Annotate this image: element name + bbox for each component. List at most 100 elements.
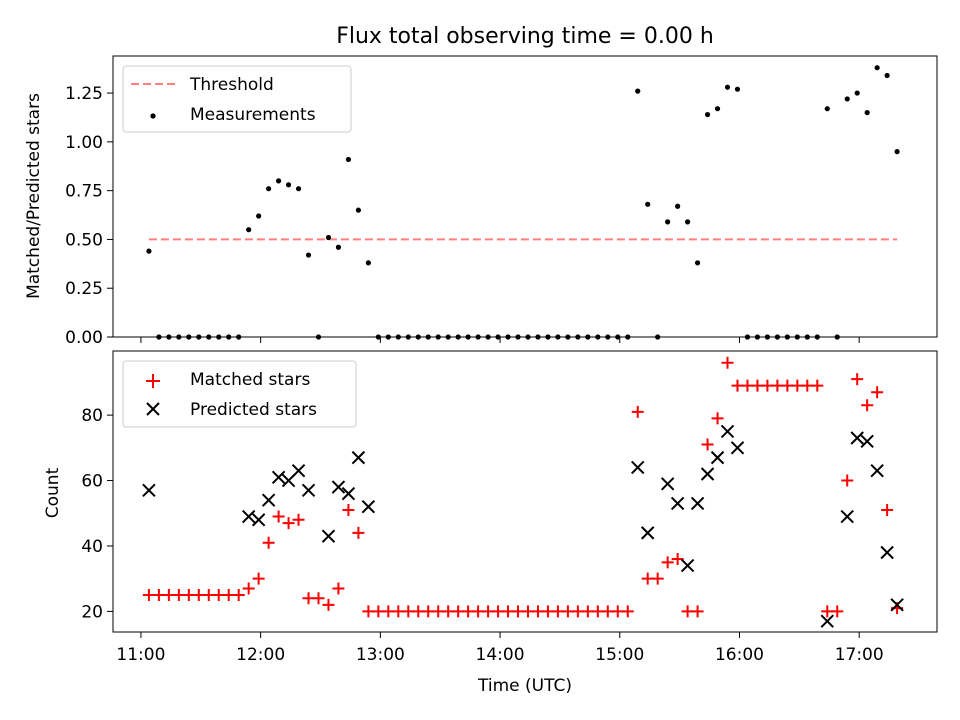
predicted-star-point	[860, 434, 874, 448]
bottom-legend-box	[122, 360, 357, 428]
y-tick-label: 0.00	[65, 328, 103, 348]
measurements-legend-label: Measurements	[190, 105, 316, 125]
bottom-legend: Matched stars Predicted stars	[122, 360, 357, 428]
predicted-star-point	[640, 526, 655, 540]
matched-star-point	[851, 373, 864, 386]
measurement-point	[345, 156, 352, 163]
measurements-legend-swatch	[150, 113, 156, 119]
x-tick-label: 16:00	[715, 645, 764, 665]
x-tick-label: 14:00	[476, 645, 525, 665]
predicted-star-point	[142, 483, 156, 498]
matched-star-point	[651, 572, 664, 585]
x-axis-label: Time (UTC)	[477, 676, 572, 696]
matched-star-point	[811, 379, 824, 392]
measurement-point	[365, 260, 371, 266]
y-tick-label: 1.00	[65, 133, 103, 153]
predicted-star-point	[301, 483, 316, 498]
predicted-star-point	[331, 480, 346, 494]
measurement-point	[266, 186, 272, 192]
predicted-star-point	[241, 509, 256, 524]
measurement-point	[645, 201, 651, 207]
threshold-legend-label: Threshold	[189, 75, 274, 95]
y-tick-label: 40	[81, 537, 103, 557]
predicted-star-point	[291, 464, 306, 478]
measurement-point	[734, 86, 741, 92]
matched-star-point	[232, 589, 245, 602]
x-tick-label: 12:00	[236, 645, 285, 665]
top-plot-frame	[112, 55, 938, 338]
measurement-point	[146, 248, 152, 254]
predicted-star-point	[690, 496, 705, 511]
top-y-axis-label: Matched/Predicted stars	[24, 93, 44, 299]
y-tick-label: 20	[81, 602, 103, 622]
series-measurements	[146, 65, 900, 340]
predicted-star-point	[660, 477, 675, 491]
predicted-star-point	[870, 464, 884, 478]
predicted-star-point	[890, 598, 904, 612]
measurement-point	[714, 106, 721, 112]
measurement-point	[325, 234, 332, 241]
y-tick-label: 80	[81, 406, 103, 426]
predicted-star-point	[321, 529, 336, 543]
top-legend: Threshold Measurements	[122, 65, 352, 133]
predicted-star-point	[850, 431, 864, 445]
predicted-star-point	[720, 424, 735, 439]
matched-star-point	[691, 605, 704, 618]
measurement-point	[694, 260, 701, 266]
matched-star-point	[312, 592, 325, 605]
matched-star-point	[831, 605, 844, 618]
measurement-point	[246, 227, 252, 233]
predicted-star-point	[730, 441, 745, 455]
matched-star-point	[242, 582, 255, 595]
y-tick-label: 60	[81, 472, 103, 492]
measurement-point	[824, 106, 830, 112]
x-tick-label: 11:00	[116, 645, 165, 665]
predicted-star-point	[700, 467, 715, 481]
chart-title: Flux total observing time = 0.00 h	[336, 24, 714, 49]
predicted-star-point	[680, 558, 695, 573]
bottom-y-ticks: 20 40 60 80	[81, 406, 113, 622]
bottom-marks	[142, 356, 904, 628]
measurement-point	[256, 213, 262, 219]
predicted-star-point	[351, 450, 366, 465]
matched-star-point	[342, 503, 355, 516]
top-marks	[146, 65, 900, 340]
measurement-point	[874, 65, 880, 71]
matched-star-point	[861, 399, 874, 412]
matched-star-point	[881, 503, 894, 516]
top-x-ticks	[140, 337, 860, 343]
matched-star-point	[841, 474, 854, 487]
bottom-plot-frame	[112, 350, 938, 633]
matched-star-point	[352, 526, 365, 539]
matched-star-point	[671, 553, 684, 566]
matched-star-point	[871, 386, 884, 399]
predicted-star-point	[341, 486, 356, 501]
matched-star-point	[721, 356, 734, 369]
top-y-ticks: 0.00 0.25 0.50 0.75 1.00 1.25	[65, 84, 113, 348]
measurement-point	[275, 178, 282, 184]
top-legend-box	[122, 65, 352, 133]
predicted-legend-swatch	[146, 402, 160, 416]
x-tick-label: 17:00	[835, 645, 884, 665]
series-matched-stars	[142, 356, 904, 618]
measurement-point	[635, 88, 641, 94]
measurement-point	[704, 111, 711, 118]
y-tick-label: 0.50	[65, 230, 103, 250]
matched-star-point	[292, 513, 305, 526]
predicted-star-point	[880, 545, 894, 560]
matched-star-point	[701, 438, 714, 451]
matched-star-point	[332, 582, 345, 595]
measurement-point	[335, 244, 342, 250]
measurement-point	[894, 149, 900, 155]
measurement-point	[864, 109, 870, 116]
predicted-star-point	[271, 470, 286, 484]
y-tick-label: 0.75	[65, 182, 103, 202]
matched-star-point	[252, 572, 265, 585]
bottom-y-axis-label: Count	[43, 467, 63, 518]
predicted-star-point	[261, 493, 276, 507]
matched-star-point	[272, 510, 285, 523]
matched-star-point	[322, 598, 335, 611]
x-tick-label: 15:00	[595, 645, 644, 665]
